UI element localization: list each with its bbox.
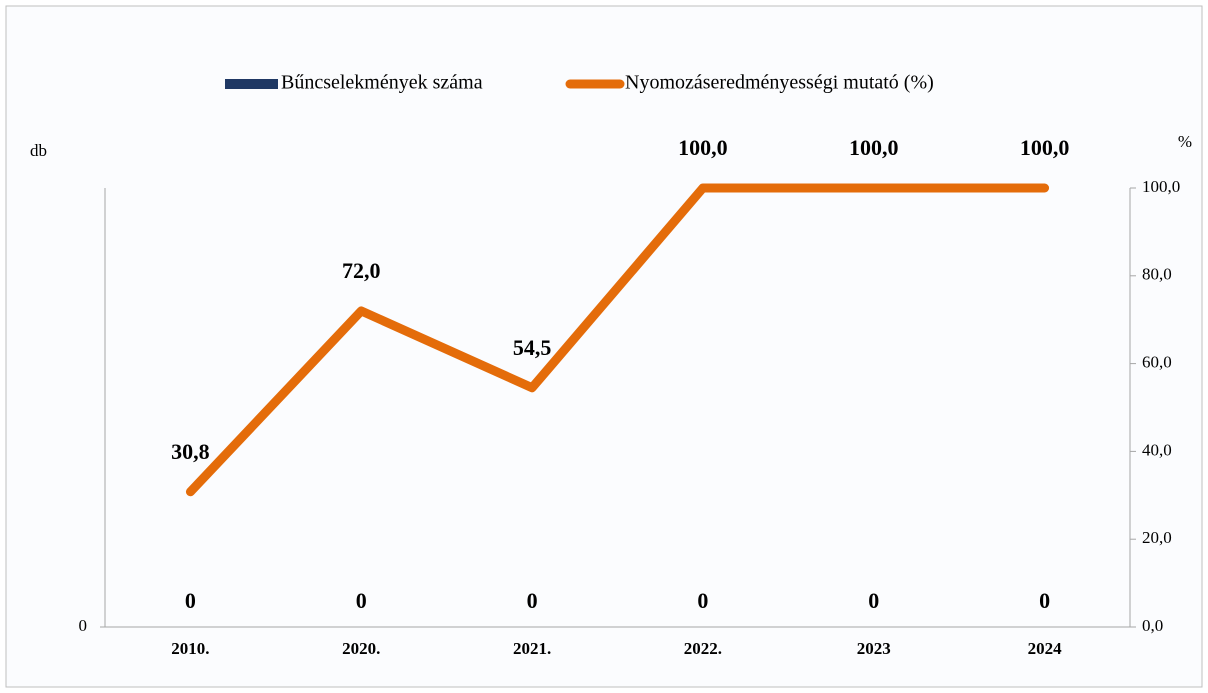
- line-value-label: 100,0: [849, 135, 899, 160]
- chart-frame: [5, 5, 1203, 688]
- y2-tick-label: 20,0: [1142, 528, 1172, 547]
- x-tick-label: 2020.: [342, 639, 380, 658]
- y-tick-label: 0: [79, 616, 88, 635]
- y2-tick-label: 80,0: [1142, 265, 1172, 284]
- bar-value-label: 0: [185, 588, 196, 613]
- x-tick-label: 2021.: [513, 639, 551, 658]
- legend-label: Nyomozáseredményességi mutató (%): [625, 72, 934, 94]
- y2-tick-label: 60,0: [1142, 353, 1172, 372]
- bar-value-label: 0: [1039, 588, 1050, 613]
- bar-value-label: 0: [868, 588, 879, 613]
- line-value-label: 72,0: [342, 258, 381, 283]
- line-value-label: 100,0: [678, 135, 728, 160]
- legend-label: Bűncselekmények száma: [281, 72, 483, 94]
- x-tick-label: 2024: [1028, 639, 1063, 658]
- line: [185, 183, 1050, 497]
- bar-value-label: 0: [697, 588, 708, 613]
- y2-axis-label: %: [1178, 132, 1192, 151]
- y2-tick-label: 40,0: [1142, 440, 1172, 459]
- line-value-label: 100,0: [1020, 135, 1070, 160]
- y2-tick-label: 100,0: [1142, 177, 1180, 196]
- legend-swatch: [225, 79, 278, 89]
- line-value-label: 30,8: [171, 439, 210, 464]
- line-value-label: 54,5: [513, 335, 552, 360]
- x-tick-label: 2023: [857, 639, 891, 658]
- bar-value-label: 0: [356, 588, 367, 613]
- x-tick-label: 2022.: [684, 639, 722, 658]
- x-tick-label: 2010.: [171, 639, 209, 658]
- bar-value-label: 0: [527, 588, 538, 613]
- y-axis-label: db: [30, 141, 47, 160]
- y2-tick-label: 0,0: [1142, 616, 1163, 635]
